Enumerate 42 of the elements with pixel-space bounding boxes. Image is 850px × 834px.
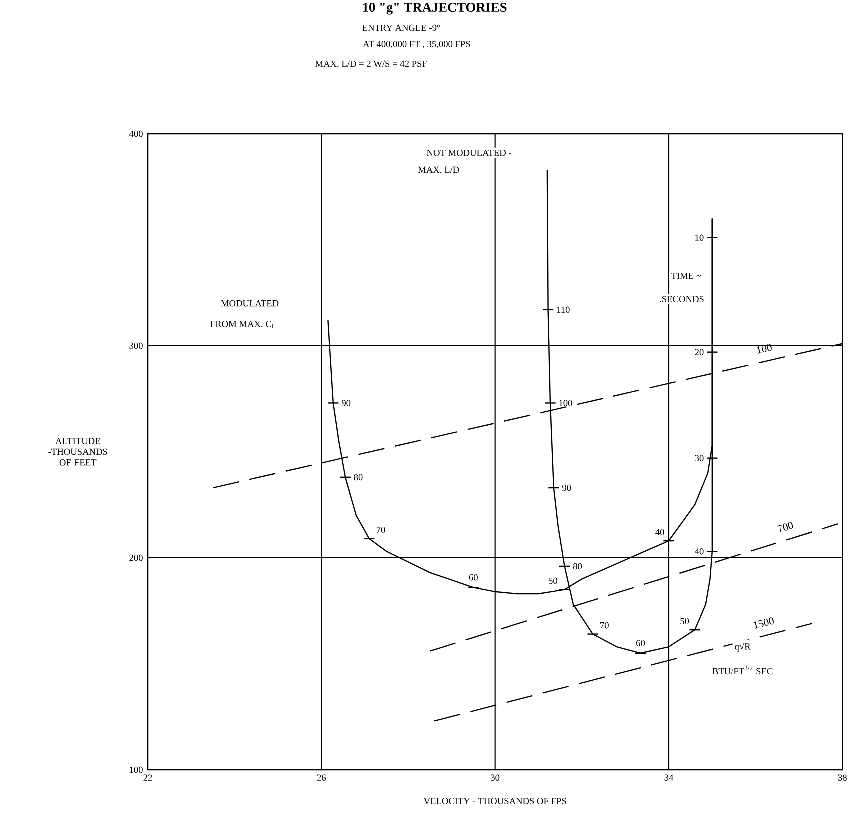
y-tick-label: 300 — [130, 342, 143, 350]
y-axis-title: ALTITUDE -THOUSANDS OF FEET — [48, 438, 108, 466]
annotation: MODULATED — [221, 300, 279, 307]
annotation: 40 — [656, 529, 664, 536]
x-tick-label: 34 — [664, 774, 674, 781]
annotation: 70 — [600, 622, 609, 629]
y-tick-label: 100 — [130, 766, 143, 774]
annotation: 90 — [562, 484, 572, 492]
annotation: FROM MAX. C$_{L}$ — [210, 321, 276, 329]
annotation: TIME ~ — [671, 272, 702, 280]
x-tick-label: 22 — [144, 774, 152, 781]
annotation: 30 — [695, 455, 704, 462]
text: MAX. L/D = 2 W/S = 42 PSF — [316, 60, 428, 68]
text: 700 — [778, 522, 794, 533]
annotation: 40 — [695, 548, 704, 555]
annotation: NOT MODULATED - — [427, 150, 512, 156]
annotation: 20 — [695, 349, 704, 356]
text: 1500 — [754, 618, 774, 629]
annotation: 50 — [680, 618, 690, 624]
annotation: 100 — [560, 400, 572, 406]
x-tick-label: 30 — [491, 774, 500, 781]
annotation: 80 — [573, 563, 582, 570]
annotation: 50 — [549, 578, 558, 584]
annotation: q√R — [735, 642, 751, 652]
y-tick-label: 400 — [129, 130, 143, 138]
annotation: 60 — [469, 574, 478, 581]
y-tick-label: 200 — [130, 554, 143, 562]
annotation: BTU/FT$^{3/2}$ SEC — [712, 666, 773, 675]
annotation: 110 — [557, 306, 570, 314]
text: AT 400,000 FT , 35,000 FPS — [363, 41, 470, 49]
chart-subtitle: ENTRY ANGLE -9° — [362, 24, 440, 32]
annotation: 60 — [636, 640, 646, 646]
annotation: 90 — [342, 400, 351, 406]
annotation: MAX. L/D — [418, 166, 460, 174]
x-tick-label: 26 — [317, 774, 326, 781]
x-axis-title: VELOCITY - THOUSANDS OF FPS — [424, 798, 566, 804]
annotation: 70 — [376, 527, 386, 534]
annotation: 10 — [696, 234, 704, 242]
annotation: .SECONDS — [660, 296, 704, 302]
chart-title: 10 "g" TRAJECTORIES — [363, 3, 507, 15]
x-tick-label: 38 — [838, 774, 847, 781]
annotation: 80 — [354, 474, 363, 481]
